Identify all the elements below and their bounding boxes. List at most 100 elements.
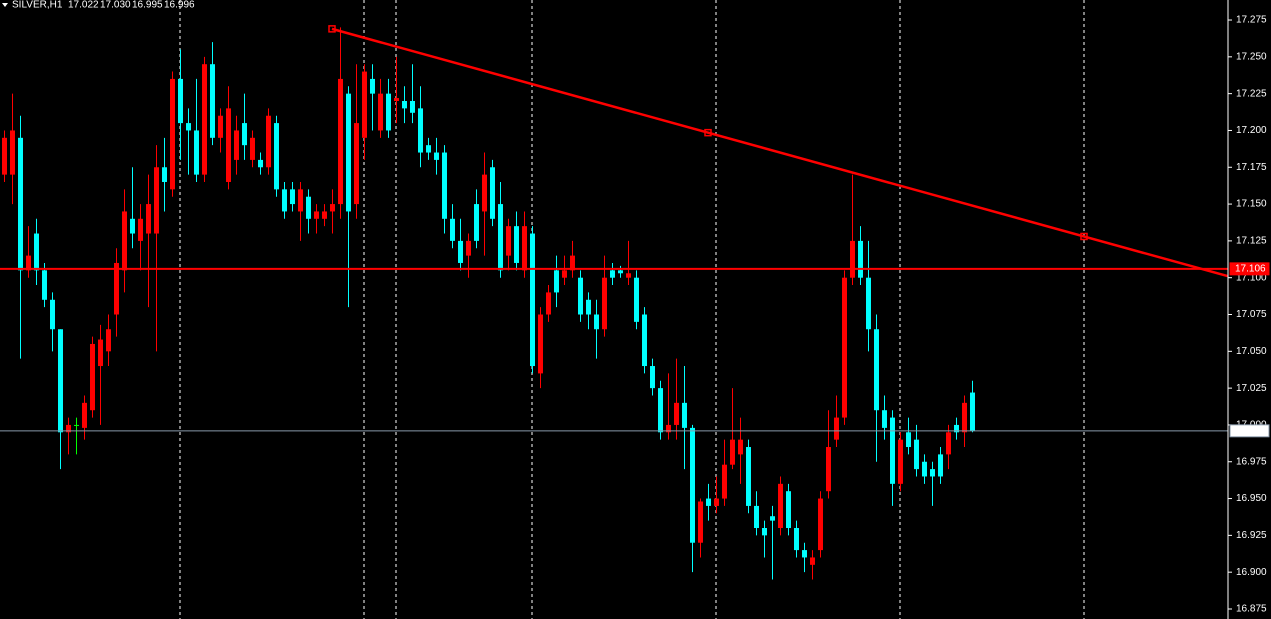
y-tick-label: 17.075	[1236, 309, 1267, 320]
candle-body	[802, 550, 807, 558]
menu-triangle	[2, 3, 8, 7]
candle-body	[362, 71, 367, 138]
candle-body	[234, 130, 239, 160]
candle-body	[850, 240, 855, 278]
level-label-box	[1229, 424, 1270, 438]
candle-body	[74, 424, 79, 426]
candle-body	[82, 402, 87, 428]
y-tick-label: 17.050	[1236, 346, 1267, 357]
symbol: SILVER,H1	[12, 0, 63, 11]
candle-body	[930, 469, 935, 477]
candle-body	[650, 366, 655, 389]
header-price: 16.996	[164, 0, 195, 11]
candle-body	[162, 167, 167, 182]
candle-body	[738, 439, 743, 455]
candle-body	[898, 439, 903, 484]
candle-body	[506, 226, 511, 256]
y-tick-label: 16.925	[1236, 530, 1267, 541]
candle-body	[554, 270, 559, 293]
candle-body	[474, 204, 479, 241]
candle-body	[258, 159, 263, 168]
candle-body	[290, 189, 295, 205]
candle-body	[826, 447, 831, 492]
trendline	[331, 27, 1271, 290]
candle-body	[170, 78, 175, 190]
candle-body	[786, 491, 791, 529]
candle-body	[570, 255, 575, 271]
y-tick-label: 17.275	[1236, 15, 1267, 26]
candle-body	[426, 145, 431, 153]
candle-body	[906, 432, 911, 448]
trendline-midpoint	[704, 128, 712, 137]
candle-body	[50, 299, 55, 330]
candle-body	[18, 137, 23, 271]
candle-body	[266, 115, 271, 168]
candle-body	[546, 292, 551, 315]
candle-body	[618, 270, 623, 274]
candle-body	[954, 424, 959, 433]
candle-body	[314, 211, 319, 219]
header-price: 16.995	[132, 0, 163, 11]
level-label: 16.996	[1235, 425, 1266, 436]
candle-body	[530, 233, 535, 367]
candle-body	[154, 167, 159, 234]
candle-body	[946, 432, 951, 455]
candle-body	[282, 189, 287, 212]
candle-body	[970, 392, 975, 431]
candle-body	[394, 98, 399, 102]
candle-body	[482, 174, 487, 212]
header-price: 17.022	[68, 0, 99, 11]
candle-body	[578, 277, 583, 315]
y-tick-label: 17.250	[1236, 51, 1267, 62]
candle-body	[746, 447, 751, 506]
candle-body	[810, 557, 815, 565]
y-tick-label: 17.150	[1236, 199, 1267, 210]
candle-body	[634, 277, 639, 322]
candle-body	[210, 64, 215, 138]
axis-panel	[1228, 0, 1271, 619]
candle-body	[490, 167, 495, 219]
candle-body	[378, 93, 383, 131]
candle-body	[450, 218, 455, 241]
candle-body	[778, 483, 783, 529]
y-tick-label: 16.950	[1236, 493, 1267, 504]
candle-body	[26, 255, 31, 271]
candle-body	[98, 339, 103, 367]
candle-body	[242, 123, 247, 146]
candle-body	[354, 123, 359, 205]
candle-body	[130, 218, 135, 234]
candle-body	[346, 93, 351, 212]
candle-body	[962, 402, 967, 433]
candle-body	[114, 262, 119, 315]
y-tick-label: 17.200	[1236, 125, 1267, 136]
y-tick-label: 17.225	[1236, 88, 1267, 99]
candle-body	[858, 240, 863, 278]
y-tick-label: 16.875	[1236, 604, 1267, 615]
candle-body	[274, 123, 279, 190]
candle-body	[410, 101, 415, 113]
candle-body	[522, 226, 527, 271]
candle-body	[730, 439, 735, 465]
candle-body	[602, 277, 607, 330]
candle-body	[218, 115, 223, 138]
candle-body	[226, 108, 231, 182]
candle-body	[626, 273, 631, 278]
candle-body	[842, 277, 847, 418]
candle-body	[922, 461, 927, 477]
candle-body	[794, 528, 799, 551]
candle-body	[714, 498, 719, 506]
header-price: 17.030	[100, 0, 131, 11]
trendline-anchor	[328, 25, 336, 33]
candle-body	[58, 329, 63, 433]
candle-body	[866, 277, 871, 330]
candle-body	[402, 101, 407, 109]
y-tick-label: 16.975	[1236, 456, 1267, 467]
candle-body	[458, 240, 463, 263]
candle-body	[386, 93, 391, 131]
candle-body	[322, 211, 327, 219]
level-label-box	[1229, 262, 1270, 276]
candle-body	[698, 501, 703, 543]
candle-body	[498, 204, 503, 271]
candle-body	[250, 137, 255, 160]
